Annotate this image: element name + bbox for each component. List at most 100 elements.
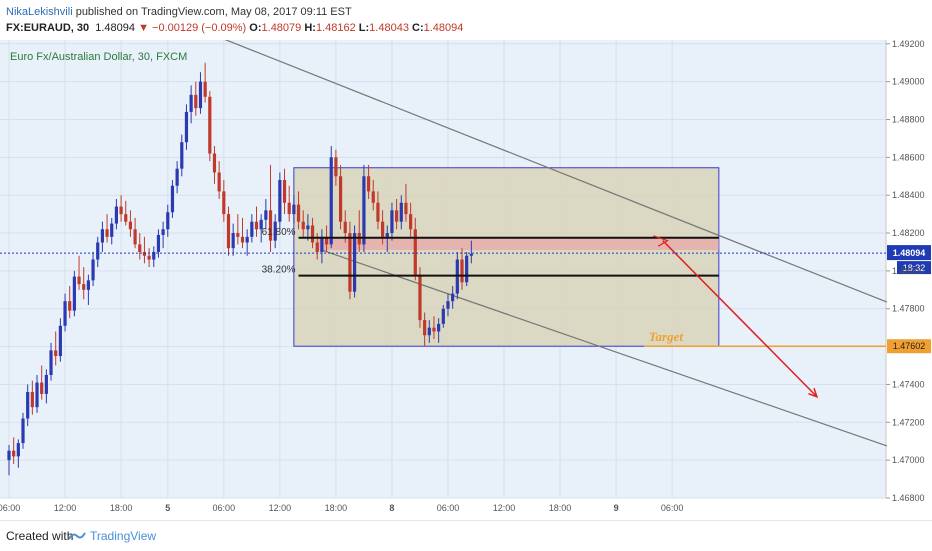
candle-body-83 <box>395 210 399 222</box>
candle-body-60 <box>287 202 291 215</box>
candle-body-72 <box>343 221 347 234</box>
x-tick-label-2: 18:00 <box>110 503 133 513</box>
candle-body-29 <box>142 251 147 256</box>
candle-body-71 <box>338 176 343 222</box>
candle-body-11 <box>58 325 62 357</box>
fib-label-0: 61.80% <box>262 227 296 238</box>
candle-body-43 <box>208 96 212 154</box>
candle-body-67 <box>320 236 324 252</box>
last-price-value: 1.48094 <box>893 248 926 258</box>
candle-body-19 <box>96 242 100 260</box>
tradingview-logo-icon <box>68 532 86 540</box>
candle-body-70 <box>334 157 338 177</box>
candle-body-57 <box>273 221 277 241</box>
candle-body-18 <box>91 259 95 281</box>
candle-body-3 <box>21 418 25 444</box>
candle-body-56 <box>268 210 273 241</box>
y-tick-label-2: 1.48800 <box>892 114 925 124</box>
countdown-value: 18:32 <box>903 263 926 273</box>
candle-body-28 <box>138 244 142 252</box>
candle-body-0 <box>7 450 11 461</box>
candle-body-98 <box>465 255 469 283</box>
last-price-line: 1.48094 18:32 <box>0 245 931 275</box>
candle-body-97 <box>460 259 464 283</box>
candle-body-34 <box>166 212 170 230</box>
candle-body-40 <box>194 94 198 109</box>
candle-body-55 <box>264 210 268 220</box>
y-tick-label-10: 1.47200 <box>892 417 925 427</box>
candle-body-58 <box>278 180 282 222</box>
candle-body-81 <box>385 233 389 237</box>
published-text: published on TradingView.com, May 08, 20… <box>72 6 352 18</box>
candle-body-21 <box>105 229 109 237</box>
chart-title: Euro Fx/Australian Dollar, 30, FXCM <box>10 51 187 63</box>
target-label: Target <box>649 329 684 344</box>
candle-body-6 <box>35 382 39 408</box>
candle-body-36 <box>175 168 179 186</box>
candle-body-30 <box>147 255 151 260</box>
symbol-name: FX:EURAUD, 30 <box>6 22 90 34</box>
candle-body-51 <box>245 236 249 243</box>
created-with-text: Created with <box>6 529 74 543</box>
close-label: C: <box>412 22 424 34</box>
chart-header: NikaLekishvili published on TradingView.… <box>0 0 932 40</box>
candle-body-31 <box>152 251 156 260</box>
candle-body-61 <box>292 204 296 215</box>
candle-body-74 <box>352 233 357 292</box>
candle-body-62 <box>296 204 301 222</box>
candle-body-15 <box>77 276 81 285</box>
fib-resistance-band <box>317 237 719 251</box>
candle-body-48 <box>231 233 235 249</box>
low-label: L: <box>358 22 370 34</box>
candle-body-65 <box>310 225 315 243</box>
candle-body-50 <box>240 236 245 243</box>
candle-body-8 <box>44 374 48 394</box>
candle-body-16 <box>82 284 86 290</box>
candle-body-85 <box>404 202 408 215</box>
price-axis[interactable] <box>886 40 932 520</box>
x-tick-label-7: 8 <box>389 503 394 513</box>
x-tick-label-12: 06:00 <box>661 503 684 513</box>
y-tick-label-6: 1.48000 <box>892 266 925 276</box>
candle-body-27 <box>133 229 137 245</box>
candle-body-94 <box>446 301 450 309</box>
candle-body-38 <box>184 111 189 143</box>
candle-body-39 <box>189 94 193 112</box>
tradingview-brand-link[interactable]: TradingView <box>90 529 157 543</box>
candle-body-5 <box>30 392 34 408</box>
candle-body-99 <box>469 253 473 256</box>
open-label: O: <box>249 22 262 34</box>
channel-upper-line <box>224 40 888 303</box>
fib-label-1: 38.20% <box>262 265 296 276</box>
low-value: 1.48043 <box>369 22 409 34</box>
candle-body-4 <box>26 392 30 419</box>
candle-body-23 <box>114 206 119 224</box>
x-tick-label-3: 5 <box>165 503 170 513</box>
x-tick-label-11: 9 <box>614 503 619 513</box>
candle-body-54 <box>259 219 263 230</box>
candle-body-76 <box>362 176 366 245</box>
candle-body-69 <box>329 157 333 245</box>
candle-body-10 <box>54 350 58 357</box>
symbol-info: FX:EURAUD, 30 1.48094 ▼ −0.00129 (−0.09%… <box>6 22 463 34</box>
author-link[interactable]: NikaLekishvili <box>6 6 73 18</box>
y-tick-label-0: 1.49200 <box>892 40 925 49</box>
y-tick-label-11: 1.47000 <box>892 455 925 465</box>
candle-body-9 <box>49 350 53 375</box>
y-tick-label-3: 1.48600 <box>892 152 925 162</box>
candle-body-59 <box>282 180 287 203</box>
x-tick-label-0: 06:00 <box>0 503 20 513</box>
candle-body-90 <box>427 327 431 336</box>
candle-body-66 <box>315 242 319 252</box>
x-tick-label-8: 06:00 <box>437 503 460 513</box>
x-tick-label-9: 12:00 <box>493 503 516 513</box>
candles <box>7 62 473 476</box>
time-axis[interactable] <box>0 498 886 520</box>
candle-body-49 <box>236 233 240 237</box>
last-price-tag <box>887 245 931 261</box>
candle-body-42 <box>203 81 207 97</box>
candle-body-17 <box>86 280 90 290</box>
candle-body-53 <box>254 221 259 230</box>
candle-body-46 <box>222 191 226 215</box>
